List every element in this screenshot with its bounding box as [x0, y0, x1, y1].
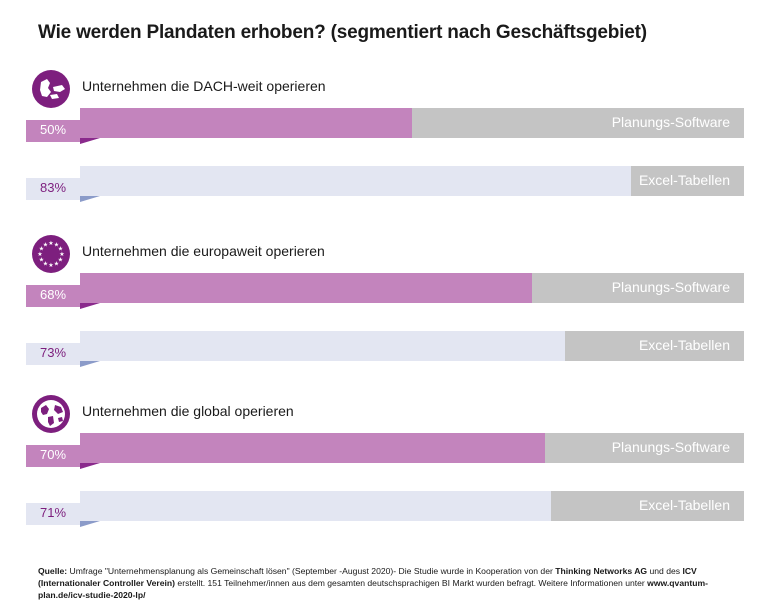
bar-excel-value: [80, 331, 565, 361]
bar-series-label: Planungs-Software: [611, 279, 730, 295]
bar-excel-value: [80, 166, 632, 196]
eu-stars-icon: ★ ★ ★ ★ ★ ★ ★ ★ ★ ★ ★ ★: [32, 235, 70, 273]
percent-label: 71%: [39, 505, 67, 520]
group-label: Unternehmen die europaweit operieren: [82, 243, 325, 259]
bar-row-software: 70% Planungs-Software: [26, 433, 744, 469]
bar-notch: [80, 463, 100, 469]
svg-text:★: ★: [54, 261, 59, 268]
source-org-1: Thinking Networks AG: [555, 566, 648, 576]
percent-box: [26, 445, 80, 467]
percent-box: [26, 120, 80, 142]
svg-text:★: ★: [39, 257, 44, 264]
source-text-1: Umfrage "Unternehmensplanung als Gemeins…: [67, 566, 556, 576]
bar-track: Excel-Tabellen: [80, 166, 744, 196]
source-text-2: und des: [647, 566, 683, 576]
percent-label: 50%: [39, 122, 67, 137]
svg-text:★: ★: [48, 240, 53, 247]
svg-text:★: ★: [58, 246, 63, 253]
bar-track: Planungs-Software: [80, 433, 744, 463]
source-org-2: ICV (Internationaler Controller Verein): [38, 566, 697, 588]
svg-text:★: ★: [43, 261, 48, 268]
percent-box: [26, 178, 80, 200]
bar-notch: [80, 138, 100, 144]
bar-row-software: 50% Planungs-Software: [26, 108, 744, 144]
bar-series-label: Planungs-Software: [611, 439, 730, 455]
svg-text:★: ★: [43, 242, 48, 249]
bar-track: Excel-Tabellen: [80, 331, 744, 361]
percent-label: 73%: [39, 345, 67, 360]
source-prefix: Quelle:: [38, 566, 68, 576]
bar-series-label: Excel-Tabellen: [638, 497, 730, 513]
source-text-3: erstellt. 151 Teilnehmer/innen aus dem g…: [175, 578, 648, 588]
bar-notch: [80, 361, 100, 367]
svg-text:★: ★: [39, 246, 44, 253]
chart-title: Wie werden Plandaten erhoben? (segmentie…: [38, 22, 647, 43]
svg-text:★: ★: [48, 262, 53, 269]
bar-row-excel: 83% Excel-Tabellen: [26, 166, 744, 202]
bar-software-value: [80, 108, 412, 138]
bar-notch: [80, 196, 100, 202]
group-label: Unternehmen die global operieren: [82, 403, 294, 419]
percent-box: [26, 503, 80, 525]
bar-row-software: 68% Planungs-Software: [26, 273, 744, 309]
bar-track: Excel-Tabellen: [80, 491, 744, 521]
bar-row-excel: 73% Excel-Tabellen: [26, 331, 744, 367]
percent-label: 70%: [39, 447, 67, 462]
bar-notch: [80, 303, 100, 309]
percent-box: [26, 285, 80, 307]
svg-text:★: ★: [54, 242, 59, 249]
percent-box: [26, 343, 80, 365]
bar-series-label: Planungs-Software: [611, 114, 730, 130]
bar-series-label: Excel-Tabellen: [638, 172, 730, 188]
svg-text:★: ★: [37, 251, 42, 258]
percent-label: 83%: [39, 180, 67, 195]
source-note: Quelle: Umfrage "Unternehmensplanung als…: [38, 565, 738, 601]
bar-row-excel: 71% Excel-Tabellen: [26, 491, 744, 527]
globe-icon: [32, 395, 70, 433]
dach-map-icon: [32, 70, 70, 108]
svg-text:★: ★: [59, 251, 64, 258]
source-url-link[interactable]: www.qvantum-plan.de/icv-studie-2020-lp/: [38, 578, 708, 600]
bar-excel-value: [80, 491, 552, 521]
group-label: Unternehmen die DACH-weit operieren: [82, 78, 326, 94]
percent-label: 68%: [39, 287, 67, 302]
bar-software-value: [80, 273, 532, 303]
bar-software-value: [80, 433, 545, 463]
bar-track: Planungs-Software: [80, 108, 744, 138]
svg-text:★: ★: [58, 257, 63, 264]
bar-notch: [80, 521, 100, 527]
bar-series-label: Excel-Tabellen: [638, 337, 730, 353]
bar-track: Planungs-Software: [80, 273, 744, 303]
